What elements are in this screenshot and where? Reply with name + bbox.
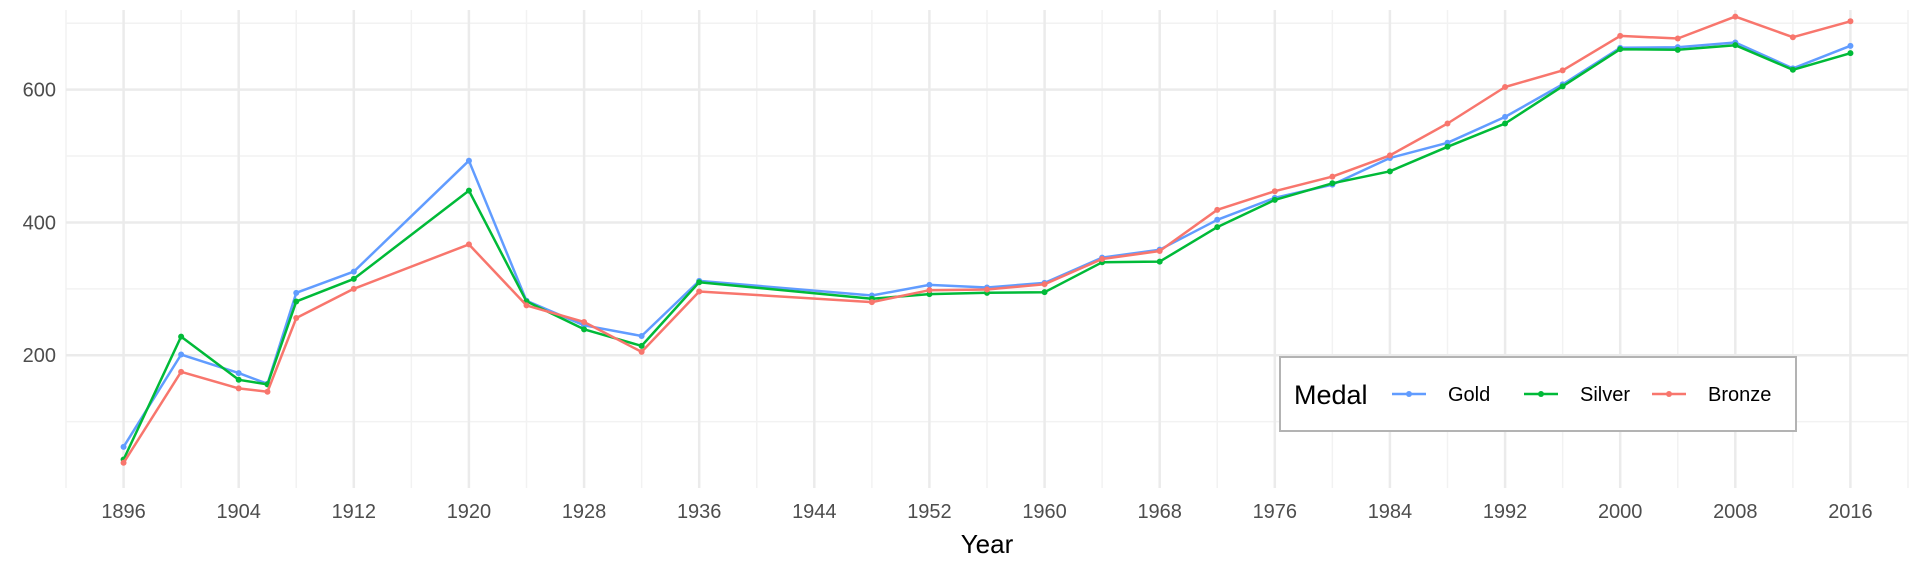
y-tick-label: 600 (23, 80, 56, 102)
data-point-silver (581, 326, 588, 333)
legend: Medal Gold Silver Bronze (1279, 356, 1797, 432)
data-point-silver (178, 333, 185, 340)
data-point-silver (638, 342, 645, 349)
x-tick-label: 1896 (101, 501, 146, 523)
legend-key-point-silver (1538, 391, 1544, 397)
data-point-bronze (868, 299, 875, 306)
x-tick-label: 1968 (1137, 501, 1182, 523)
data-point-bronze (1674, 35, 1681, 42)
data-point-silver (1789, 66, 1796, 73)
data-point-silver (1041, 289, 1048, 296)
data-point-gold (638, 332, 645, 339)
data-point-gold (1847, 42, 1854, 49)
data-point-bronze (465, 241, 472, 248)
data-point-gold (178, 351, 185, 358)
data-point-silver (1444, 143, 1451, 150)
y-tick-label: 400 (23, 212, 56, 234)
legend-label-bronze: Bronze (1708, 384, 1771, 406)
x-tick-label: 1960 (1022, 501, 1067, 523)
x-tick-label: 1992 (1483, 501, 1528, 523)
data-point-silver (293, 298, 300, 305)
data-point-gold (1214, 216, 1221, 223)
data-point-bronze (1099, 255, 1106, 262)
data-point-silver (1617, 46, 1624, 53)
data-point-bronze (120, 459, 127, 466)
data-point-silver (350, 275, 357, 282)
x-tick-label: 1904 (216, 501, 261, 523)
data-point-bronze (581, 319, 588, 326)
data-point-bronze (1329, 173, 1336, 180)
x-tick-label: 2000 (1598, 501, 1643, 523)
data-point-silver (1847, 50, 1854, 57)
legend-label-silver: Silver (1580, 384, 1630, 406)
data-point-bronze (350, 285, 357, 292)
legend-title: Medal (1294, 380, 1368, 410)
legend-key-point-gold (1406, 391, 1412, 397)
data-point-bronze (696, 288, 703, 295)
data-point-bronze (1271, 188, 1278, 195)
data-point-bronze (984, 286, 990, 293)
legend-label-gold: Gold (1448, 384, 1490, 406)
data-point-silver (1329, 180, 1336, 187)
x-tick-label: 1944 (792, 501, 837, 523)
data-point-bronze (523, 302, 530, 309)
x-axis-title: Year (961, 529, 1014, 559)
data-point-bronze (1041, 281, 1048, 288)
series-layer (120, 13, 1854, 466)
data-point-silver (1156, 258, 1163, 265)
data-point-bronze (293, 315, 300, 322)
data-point-gold (120, 443, 127, 450)
legend-key-point-bronze (1666, 391, 1672, 397)
data-point-silver (1271, 196, 1278, 203)
data-point-gold (350, 268, 357, 275)
x-tick-label: 1936 (677, 501, 722, 523)
legend-items: Gold Silver Bronze (1392, 384, 1771, 406)
data-point-bronze (1789, 34, 1796, 41)
data-point-silver (1214, 224, 1221, 231)
data-point-bronze (178, 368, 185, 375)
data-point-silver (235, 376, 242, 383)
data-point-silver (1732, 42, 1739, 49)
data-point-gold (293, 289, 300, 296)
x-tick-label: 1912 (332, 501, 377, 523)
data-point-bronze (926, 287, 933, 294)
data-point-silver (1559, 83, 1566, 90)
data-point-silver (1674, 46, 1681, 53)
data-point-bronze (1156, 247, 1163, 254)
y-tick-labels: 200 400 600 (23, 80, 56, 368)
data-point-gold (926, 281, 933, 288)
data-point-bronze (1502, 84, 1509, 91)
data-point-bronze (1732, 13, 1739, 20)
data-point-gold (465, 157, 472, 164)
data-point-silver (696, 279, 703, 286)
x-tick-label: 1952 (907, 501, 952, 523)
data-point-bronze (1847, 18, 1854, 25)
x-tick-labels: 1896 1904 1912 1920 1928 1936 1944 1952 1960 1968… (101, 501, 1872, 523)
data-point-silver (1386, 168, 1393, 175)
x-tick-label: 1920 (447, 501, 492, 523)
data-point-bronze (638, 348, 645, 355)
data-point-silver (465, 187, 472, 194)
data-point-silver (1502, 120, 1509, 127)
data-point-gold (235, 370, 242, 377)
x-tick-label: 2008 (1713, 501, 1758, 523)
x-tick-label: 1984 (1368, 501, 1413, 523)
data-point-bronze (264, 388, 271, 395)
data-point-bronze (235, 385, 242, 392)
x-tick-label: 2016 (1828, 501, 1873, 523)
y-tick-label: 200 (23, 345, 56, 367)
data-point-bronze (1386, 152, 1393, 159)
data-point-bronze (1617, 32, 1624, 39)
data-point-bronze (1559, 67, 1566, 74)
x-tick-label: 1928 (562, 501, 607, 523)
data-point-bronze (1444, 120, 1451, 127)
data-point-bronze (1214, 206, 1221, 213)
x-tick-label: 1976 (1253, 501, 1298, 523)
data-point-gold (1502, 113, 1509, 120)
